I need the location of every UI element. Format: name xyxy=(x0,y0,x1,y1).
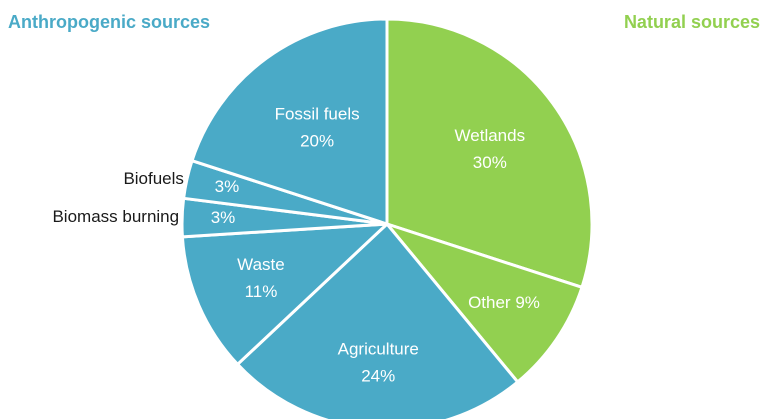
anthropogenic-sources-label: Anthropogenic sources xyxy=(8,12,211,32)
slice-label-wetlands: Wetlands xyxy=(455,126,526,145)
slice-label-other: Other 9% xyxy=(468,293,540,312)
slice-label-waste: Waste xyxy=(237,255,285,274)
slice-value-agriculture: 24% xyxy=(361,367,395,386)
slice-label-fossil-fuels: Fossil fuels xyxy=(275,104,360,123)
slice-label-biofuels: Biofuels xyxy=(123,169,183,188)
pie-slice-other xyxy=(385,222,584,384)
slice-value-biomass-burning: 3% xyxy=(211,208,236,227)
slice-value-wetlands: 30% xyxy=(473,153,507,172)
pie-slice-waste xyxy=(180,222,389,366)
natural-sources-label: Natural sources xyxy=(623,12,760,32)
slice-value-biofuels: 3% xyxy=(215,177,240,196)
pie-slice-agriculture xyxy=(236,222,520,419)
slice-label-biomass-burning: Biomass burning xyxy=(52,207,179,226)
pie-slice-wetlands xyxy=(385,17,594,289)
slice-value-waste: 11% xyxy=(245,282,278,301)
pie-slice-fossil-fuels xyxy=(190,17,389,226)
slice-label-agriculture: Agriculture xyxy=(338,340,419,359)
slice-value-fossil-fuels: 20% xyxy=(300,131,334,150)
